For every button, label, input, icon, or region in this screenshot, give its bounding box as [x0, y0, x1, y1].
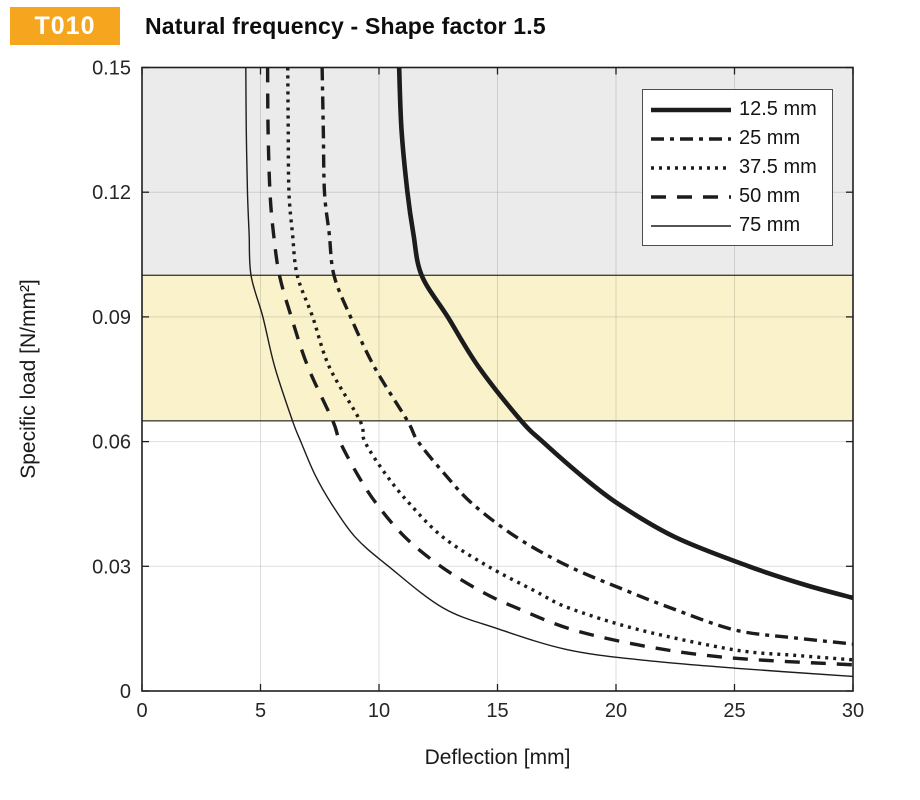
- x-tick-label: 25: [723, 700, 745, 722]
- legend-label: 50 mm: [739, 185, 801, 207]
- curve-37-5-mm: [286, 67, 853, 662]
- legend-item: 12.5 mm: [651, 98, 832, 122]
- curve-12-5-mm: [396, 67, 853, 601]
- y-tick-label: 0.06: [92, 432, 131, 454]
- legend-line-sample: [651, 194, 731, 199]
- axis-ticks: [141, 66, 854, 692]
- legend-label: 75 mm: [739, 214, 801, 236]
- y-axis-title: Specific load [N/mm²]: [17, 279, 40, 479]
- curve-75-mm: [245, 67, 853, 678]
- legend-item: 37.5 mm: [651, 156, 832, 180]
- legend-item: 25 mm: [651, 127, 832, 151]
- x-tick-label: 5: [255, 700, 266, 722]
- x-tick-label: 15: [486, 700, 508, 722]
- legend-item: 75 mm: [651, 214, 832, 238]
- y-tick-label: 0: [120, 681, 131, 703]
- legend: 12.5 mm 25 mm 37.5 mm 50 mm 75 mm: [642, 89, 833, 246]
- legend-label: 25 mm: [739, 127, 801, 149]
- curves: [245, 67, 853, 678]
- y-tick-label: 0.09: [92, 307, 131, 329]
- x-tick-label: 10: [368, 700, 390, 722]
- legend-line-sample: [651, 165, 731, 170]
- code-badge: T010: [10, 7, 120, 45]
- legend-line-sample: [651, 136, 731, 141]
- curve-25-mm: [320, 67, 853, 646]
- y-tick-label: 0.12: [92, 182, 131, 204]
- axis-tick-labels: 0 5 10 15 20 25 30 0 0.03 0.06 0.09 0.12 0.15: [92, 58, 864, 723]
- y-tick-label: 0.03: [92, 556, 131, 578]
- curve-50-mm: [265, 67, 853, 667]
- legend-label: 12.5 mm: [739, 98, 817, 120]
- legend-line-sample: [651, 107, 731, 112]
- chart-title: Natural frequency - Shape factor 1.5: [145, 13, 546, 39]
- gridlines: [142, 67, 853, 691]
- y-tick-label: 0.15: [92, 58, 131, 80]
- legend-label: 37.5 mm: [739, 156, 817, 178]
- x-tick-label: 0: [136, 700, 147, 722]
- legend-item: 50 mm: [651, 185, 832, 209]
- x-tick-label: 30: [842, 700, 864, 722]
- legend-line-sample: [651, 224, 731, 227]
- band-border-lines: [142, 274, 853, 422]
- x-tick-label: 20: [605, 700, 627, 722]
- x-axis-title: Deflection [mm]: [424, 746, 571, 769]
- band-1: [142, 275, 853, 421]
